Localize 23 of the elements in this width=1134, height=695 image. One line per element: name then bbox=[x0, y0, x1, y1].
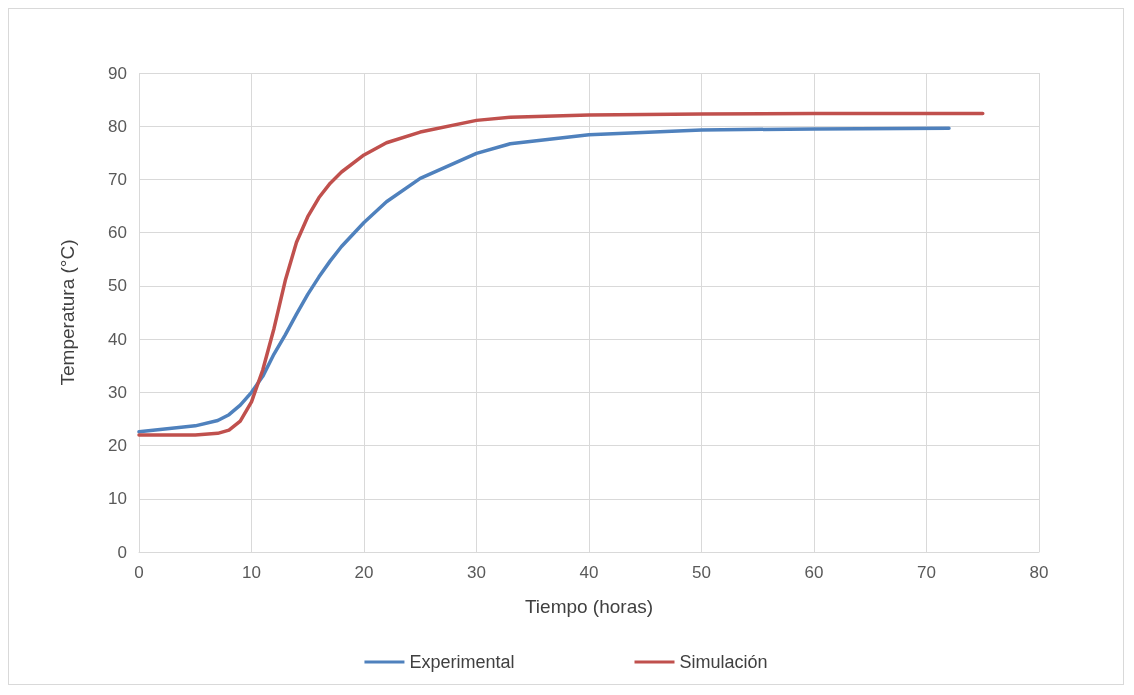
x-tick-label: 20 bbox=[354, 563, 374, 582]
y-tick-label: 0 bbox=[117, 542, 127, 562]
x-tick-label: 60 bbox=[804, 563, 824, 582]
x-tick-label: 0 bbox=[134, 563, 144, 582]
y-tick-label: 50 bbox=[108, 276, 127, 296]
y-tick-label: 40 bbox=[108, 329, 127, 349]
y-tick-label: 20 bbox=[108, 436, 127, 456]
y-tick-label: 80 bbox=[108, 116, 127, 136]
x-tick-label: 80 bbox=[1029, 563, 1049, 582]
legend-label: Experimental bbox=[409, 652, 515, 672]
y-tick-label: 90 bbox=[108, 63, 127, 83]
y-tick-label: 10 bbox=[108, 489, 127, 509]
y-tick-label: 30 bbox=[108, 382, 127, 402]
x-tick-label: 10 bbox=[242, 563, 261, 582]
x-tick-label: 40 bbox=[579, 563, 599, 582]
y-tick-label: 60 bbox=[108, 223, 127, 243]
x-axis-title: Tiempo (horas) bbox=[524, 596, 654, 617]
y-axis-title: Temperatura (°C) bbox=[57, 239, 78, 386]
legend-label: Simulación bbox=[679, 652, 768, 672]
x-tick-label: 70 bbox=[917, 563, 936, 582]
x-tick-label: 50 bbox=[692, 563, 711, 582]
x-tick-label: 30 bbox=[467, 563, 486, 582]
y-tick-label: 70 bbox=[108, 169, 127, 189]
